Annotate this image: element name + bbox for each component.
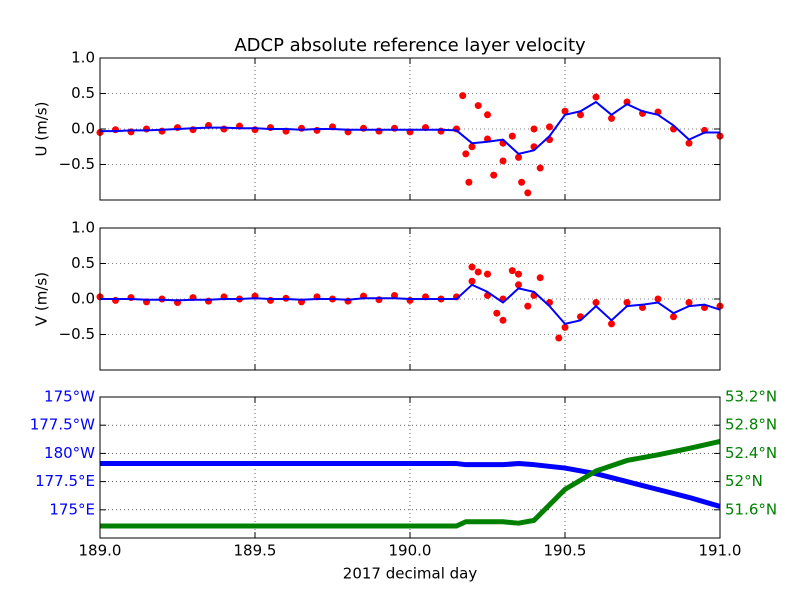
data-point xyxy=(313,126,321,134)
data-point xyxy=(685,139,693,147)
y-tick-label: −0.5 xyxy=(59,325,95,343)
data-point xyxy=(298,124,305,132)
data-point xyxy=(518,178,526,186)
y2-tick-label: 52.4°N xyxy=(725,444,777,462)
data-point xyxy=(220,125,228,133)
data-point xyxy=(524,189,532,197)
data-line xyxy=(100,461,721,509)
data-point xyxy=(536,164,544,172)
data-point xyxy=(623,299,631,307)
data-point xyxy=(685,299,693,307)
x-tick-label: 190.0 xyxy=(389,542,432,560)
data-line xyxy=(100,101,720,155)
data-point xyxy=(608,320,615,328)
data-point xyxy=(468,263,476,271)
data-point xyxy=(524,302,532,310)
data-point xyxy=(474,268,482,276)
x-tick-label: 189.0 xyxy=(79,542,122,560)
data-point xyxy=(555,334,563,342)
data-point xyxy=(623,98,631,106)
data-point xyxy=(546,123,553,131)
data-point xyxy=(468,277,476,285)
y-tick-label: −0.5 xyxy=(59,155,95,173)
y-tick-label: 1.0 xyxy=(71,49,95,67)
x-tick-label: 189.5 xyxy=(234,542,277,560)
y-tick-label: 0.5 xyxy=(71,254,95,272)
data-point xyxy=(375,127,383,135)
data-point xyxy=(474,102,482,110)
data-point xyxy=(484,270,491,278)
data-point xyxy=(484,111,491,119)
y-tick-label: 175°E xyxy=(49,500,95,518)
data-point xyxy=(577,111,584,119)
y-tick-label: 1.0 xyxy=(71,219,95,237)
y-axis-label: U (m/s) xyxy=(33,102,51,157)
data-point xyxy=(127,128,135,136)
y-tick-label: 177.5°E xyxy=(35,472,95,490)
x-tick-label: 190.5 xyxy=(544,542,587,560)
data-point xyxy=(465,178,473,186)
data-point xyxy=(143,125,150,133)
data-point xyxy=(493,309,501,317)
data-point xyxy=(670,313,677,321)
y-tick-label: 175°W xyxy=(44,388,95,406)
data-point xyxy=(515,153,522,161)
data-point xyxy=(592,299,600,307)
y-tick-label: 180°W xyxy=(44,444,95,462)
data-point xyxy=(437,127,445,135)
data-point xyxy=(375,296,383,304)
data-point xyxy=(468,143,476,151)
chart-title: ADCP absolute reference layer velocity xyxy=(234,35,586,56)
y-tick-label: 0.0 xyxy=(71,290,95,308)
data-point xyxy=(530,125,538,133)
data-point xyxy=(561,323,569,331)
data-point xyxy=(499,316,507,324)
y2-tick-label: 52°N xyxy=(725,472,763,490)
data-point xyxy=(112,296,119,304)
data-point xyxy=(112,126,119,134)
plot-frame xyxy=(99,227,721,371)
data-point xyxy=(536,274,544,282)
data-point xyxy=(515,270,522,278)
data-point xyxy=(592,93,600,101)
y-tick-label: 0.0 xyxy=(71,120,95,138)
data-point xyxy=(391,124,398,132)
data-point xyxy=(499,157,507,165)
data-point xyxy=(459,92,467,100)
data-point xyxy=(654,295,662,303)
plot-frame xyxy=(99,57,721,201)
data-point xyxy=(251,126,259,134)
y2-tick-label: 51.6°N xyxy=(725,500,777,518)
data-point xyxy=(508,132,516,140)
data-point xyxy=(490,171,498,179)
y-axis-label: V (m/s) xyxy=(33,272,51,326)
data-point xyxy=(391,291,398,299)
x-tick-label: 191.0 xyxy=(699,542,742,560)
x-axis-label: 2017 decimal day xyxy=(343,565,478,583)
data-point xyxy=(462,150,470,158)
y-tick-label: 177.5°W xyxy=(30,416,95,434)
data-line xyxy=(100,283,721,325)
data-line xyxy=(100,438,721,529)
data-point xyxy=(561,107,569,115)
data-point xyxy=(515,281,522,289)
data-point xyxy=(360,124,367,132)
plot-frame xyxy=(99,396,721,539)
y2-tick-label: 52.8°N xyxy=(725,416,777,434)
y2-tick-label: 53.2°N xyxy=(725,388,777,406)
data-point xyxy=(608,114,615,122)
data-point xyxy=(508,267,516,275)
y-tick-label: 0.5 xyxy=(71,84,95,102)
data-point xyxy=(267,124,274,132)
